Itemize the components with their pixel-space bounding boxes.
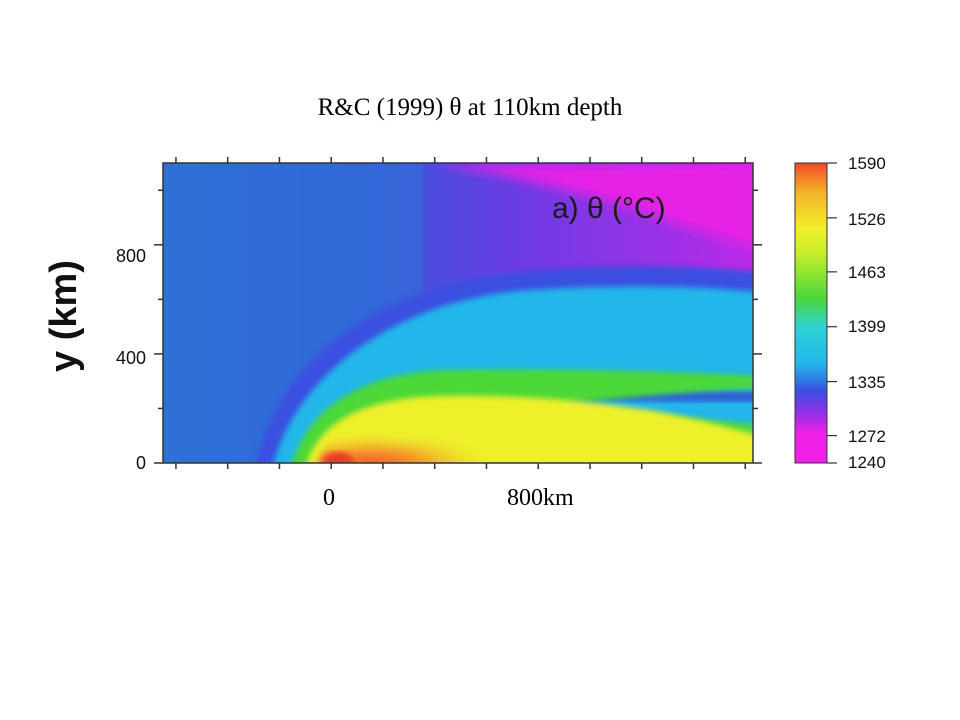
y-tick-label: 800	[116, 246, 146, 266]
colorbar	[794, 162, 828, 464]
slide-title: R&C (1999) θ at 110km depth	[317, 94, 623, 121]
x-annotation-800km: 800km	[507, 485, 574, 511]
colorbar-tick-label: 1526	[848, 210, 886, 229]
plume-core	[322, 452, 354, 463]
colorbar-tick-label: 1399	[848, 317, 886, 336]
plume-head	[316, 422, 505, 463]
x-annotation-origin: 0	[323, 485, 335, 511]
y-axis-label: y (km)	[43, 260, 85, 372]
panel-label: a) θ (°C)	[552, 192, 666, 225]
magenta-zone	[430, 163, 753, 248]
y-tick-label: 400	[116, 348, 146, 368]
y-tick-label: 0	[136, 453, 146, 473]
colorbar-tick-label: 1590	[848, 154, 886, 173]
axis-ticks	[154, 157, 762, 469]
colorbar-tick-label: 1463	[848, 263, 886, 282]
plot-frame	[162, 162, 754, 464]
heatmap-field	[163, 163, 753, 463]
colorbar-tick-label: 1272	[848, 427, 886, 446]
colorbar-tick-label: 1335	[848, 373, 886, 392]
colorbar-tick-label: 1240	[848, 453, 886, 472]
colorbar-ticks	[827, 162, 837, 464]
